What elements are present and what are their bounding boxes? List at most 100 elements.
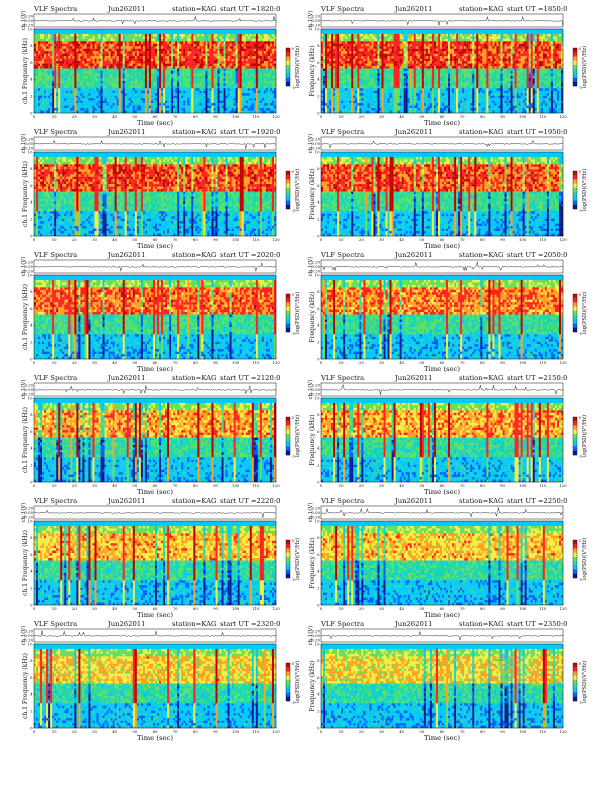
y-axis-label: Frequency (kHz) bbox=[309, 291, 316, 342]
spectrogram-heatmap bbox=[34, 29, 277, 114]
colorbar bbox=[572, 662, 578, 702]
timeseries-tick-label: 0.00 bbox=[312, 141, 321, 146]
timeseries-tick-label: -0.20 bbox=[23, 637, 33, 642]
x-tick-label: 10 bbox=[339, 606, 344, 611]
spectrogram-figure: VLF Spectra Jun262011 station=KAG start UT … bbox=[307, 374, 588, 496]
x-tick-label: 80 bbox=[193, 237, 198, 242]
colorbar bbox=[572, 416, 578, 456]
panel-title: VLF Spectra bbox=[33, 5, 77, 13]
x-tick-label: 40 bbox=[399, 360, 404, 365]
panel-station: station=KAG bbox=[459, 128, 503, 136]
x-tick-label: 80 bbox=[193, 606, 198, 611]
x-tick-label: 40 bbox=[399, 483, 404, 488]
x-tick-label: 40 bbox=[399, 606, 404, 611]
x-tick-label: 10 bbox=[52, 606, 57, 611]
panel-date: Jun262011 bbox=[107, 251, 145, 259]
x-axis-label: Time (sec) bbox=[137, 119, 173, 127]
x-tick-label: 110 bbox=[539, 483, 547, 488]
y-tick-label: 6 bbox=[317, 675, 320, 680]
x-tick-label: 110 bbox=[539, 237, 547, 242]
x-tick-label: 100 bbox=[519, 606, 527, 611]
x-tick-label: 110 bbox=[252, 360, 260, 365]
x-tick-label: 10 bbox=[52, 729, 57, 734]
colorbar-tick-label: -1 bbox=[579, 331, 583, 336]
panel-date: Jun262011 bbox=[107, 128, 145, 136]
x-tick-label: 30 bbox=[379, 237, 384, 242]
x-axis-label: Time (sec) bbox=[424, 734, 460, 742]
colorbar-tick-label: -1 bbox=[579, 700, 583, 705]
panel-title: VLF Spectra bbox=[320, 5, 364, 13]
y-tick-label: 8 bbox=[317, 535, 320, 540]
x-tick-label: 10 bbox=[52, 237, 57, 242]
colorbar-tick-label: 0 bbox=[292, 46, 295, 51]
colorbar-label: log(PSD)(V²/Hz) bbox=[581, 661, 588, 703]
x-tick-label: 90 bbox=[500, 114, 505, 119]
x-tick-label: 40 bbox=[112, 729, 117, 734]
spectrogram-panel: VLF Spectra Jun262011 station=KAG start UT … bbox=[20, 620, 308, 747]
y-tick-label: 6 bbox=[30, 675, 33, 680]
colorbar bbox=[285, 47, 291, 87]
y-tick-label: 10 bbox=[315, 149, 320, 154]
x-tick-label: 10 bbox=[339, 237, 344, 242]
x-tick-label: 120 bbox=[272, 237, 280, 242]
y-tick-label: 10 bbox=[315, 395, 320, 400]
x-tick-label: 50 bbox=[419, 483, 424, 488]
x-tick-label: 70 bbox=[173, 237, 178, 242]
panel-date: Jun262011 bbox=[394, 620, 432, 628]
x-tick-label: 60 bbox=[440, 360, 445, 365]
x-tick-label: 90 bbox=[500, 729, 505, 734]
timeseries-axis-label: ch.1(V) bbox=[20, 380, 27, 400]
spectrogram-figure: VLF Spectra Jun262011 station=KAG start UT … bbox=[20, 251, 301, 373]
timeseries-tick-label: 0.20 bbox=[25, 628, 34, 633]
x-tick-label: 20 bbox=[72, 237, 77, 242]
panel-title: VLF Spectra bbox=[33, 374, 77, 382]
timeseries-tick-label: 0.20 bbox=[312, 382, 321, 387]
timeseries-axis-label: ch.1(V) bbox=[307, 11, 314, 31]
timeseries-tick-label: 0.20 bbox=[312, 136, 321, 141]
timeseries-tick-label: 0.20 bbox=[25, 382, 34, 387]
x-tick-label: 80 bbox=[193, 360, 198, 365]
spectrogram-panel: VLF Spectra Jun262011 station=KAG start UT … bbox=[307, 5, 595, 132]
timeseries-tick-label: -0.20 bbox=[23, 391, 33, 396]
colorbar-tick-label: 0 bbox=[292, 169, 295, 174]
x-tick-label: 70 bbox=[173, 483, 178, 488]
colorbar-label: log(PSD)(V²/Hz) bbox=[581, 415, 588, 457]
timeseries-trace bbox=[320, 16, 564, 26]
spectrogram-figure: VLF Spectra Jun262011 station=KAG start UT … bbox=[307, 620, 588, 742]
timeseries-tick-label: -0.20 bbox=[23, 514, 33, 519]
panel-start-time: start UT =2350:0 bbox=[507, 620, 567, 628]
timeseries-tick-label: -0.20 bbox=[23, 22, 33, 27]
x-tick-label: 120 bbox=[559, 114, 567, 119]
x-tick-label: 60 bbox=[440, 114, 445, 119]
spectrogram-panel: VLF Spectra Jun262011 station=KAG start UT … bbox=[307, 497, 595, 624]
y-tick-label: 4 bbox=[30, 569, 33, 574]
spectrogram-heatmap bbox=[321, 29, 564, 114]
colorbar-tick-label: -1 bbox=[579, 577, 583, 582]
y-tick-label: 2 bbox=[30, 709, 33, 714]
colorbar-label: log(PSD)(V²/Hz) bbox=[581, 46, 588, 88]
x-tick-label: 100 bbox=[232, 606, 240, 611]
y-tick-label: 2 bbox=[30, 217, 33, 222]
x-tick-label: 80 bbox=[193, 483, 198, 488]
timeseries-tick-label: 0.20 bbox=[25, 259, 34, 264]
timeseries-tick-label: 0.20 bbox=[25, 505, 34, 510]
panel-date: Jun262011 bbox=[394, 251, 432, 259]
colorbar-tick-label: -1 bbox=[292, 85, 296, 90]
x-axis-label: Time (sec) bbox=[424, 119, 460, 127]
y-tick-label: 2 bbox=[30, 94, 33, 99]
colorbar-tick-label: -1 bbox=[579, 454, 583, 459]
colorbar-label: log(PSD)(V²/Hz) bbox=[294, 661, 301, 703]
x-tick-label: 60 bbox=[440, 237, 445, 242]
x-tick-label: 80 bbox=[480, 483, 485, 488]
spectrogram-heatmap bbox=[34, 521, 277, 606]
panel-date: Jun262011 bbox=[107, 5, 145, 13]
colorbar-tick-label: 0 bbox=[579, 46, 582, 51]
x-tick-label: 90 bbox=[213, 360, 218, 365]
timeseries-axis-label: ch.1(V) bbox=[307, 380, 314, 400]
x-tick-label: 100 bbox=[519, 729, 527, 734]
y-tick-label: 10 bbox=[315, 518, 320, 523]
y-tick-label: 6 bbox=[30, 183, 33, 188]
panel-date: Jun262011 bbox=[394, 128, 432, 136]
x-tick-label: 20 bbox=[72, 729, 77, 734]
x-tick-label: 60 bbox=[153, 729, 158, 734]
